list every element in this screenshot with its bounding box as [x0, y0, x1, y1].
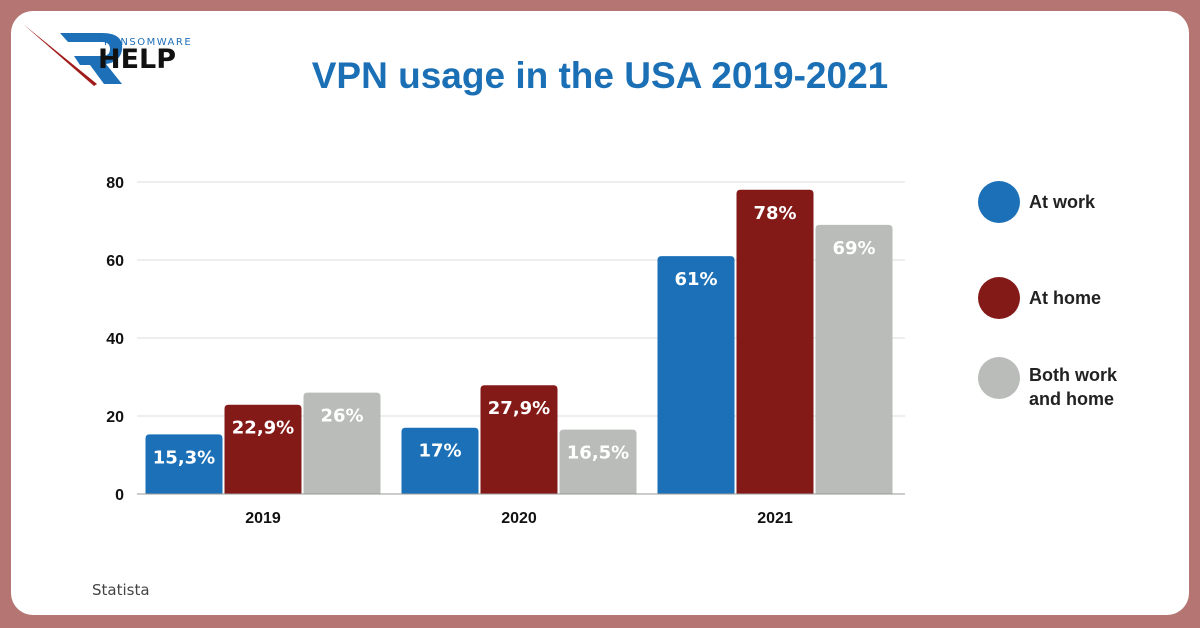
logo-r-icon	[23, 24, 123, 86]
bar	[736, 189, 814, 495]
source-label: Statista	[92, 581, 150, 599]
bar	[401, 427, 479, 494]
chart-title: VPN usage in the USA 2019-2021	[311, 55, 889, 96]
data-label: 16,5%	[567, 443, 629, 464]
y-tick-label: 60	[106, 253, 124, 270]
data-label: 22,9%	[232, 418, 294, 439]
legend-swatch-icon	[978, 181, 1020, 223]
data-label: 17%	[418, 441, 461, 462]
legend-label: At home	[1029, 288, 1101, 308]
data-label: 69%	[832, 238, 875, 259]
legend-label: Both work and home	[1029, 365, 1117, 409]
bar	[657, 256, 735, 494]
data-label: 27,9%	[488, 398, 550, 419]
x-tick-label: 2019	[245, 510, 281, 527]
bar	[145, 434, 223, 494]
logo-big-text: HELP	[98, 44, 177, 75]
legend-swatch-icon	[978, 357, 1020, 399]
bar	[224, 404, 302, 494]
data-label: 61%	[674, 269, 717, 290]
legend-swatch-icon	[978, 277, 1020, 319]
y-tick-label: 0	[115, 487, 124, 504]
x-tick-label: 2021	[757, 510, 793, 527]
ransomware-help-logo: RANSOMWARE HELP	[22, 22, 192, 90]
x-tick-label: 2020	[501, 510, 537, 527]
logo-small-text: RANSOMWARE	[104, 37, 193, 48]
legend-label: At work	[1029, 192, 1096, 212]
data-label: 15,3%	[153, 447, 215, 468]
y-tick-label: 40	[106, 331, 124, 348]
bar	[480, 385, 558, 494]
y-tick-label: 20	[106, 409, 124, 426]
data-label: 78%	[753, 203, 796, 224]
data-label: 26%	[320, 406, 363, 427]
bar	[303, 392, 381, 494]
y-tick-label: 80	[106, 175, 124, 192]
bar	[815, 224, 893, 494]
bar	[559, 429, 637, 494]
